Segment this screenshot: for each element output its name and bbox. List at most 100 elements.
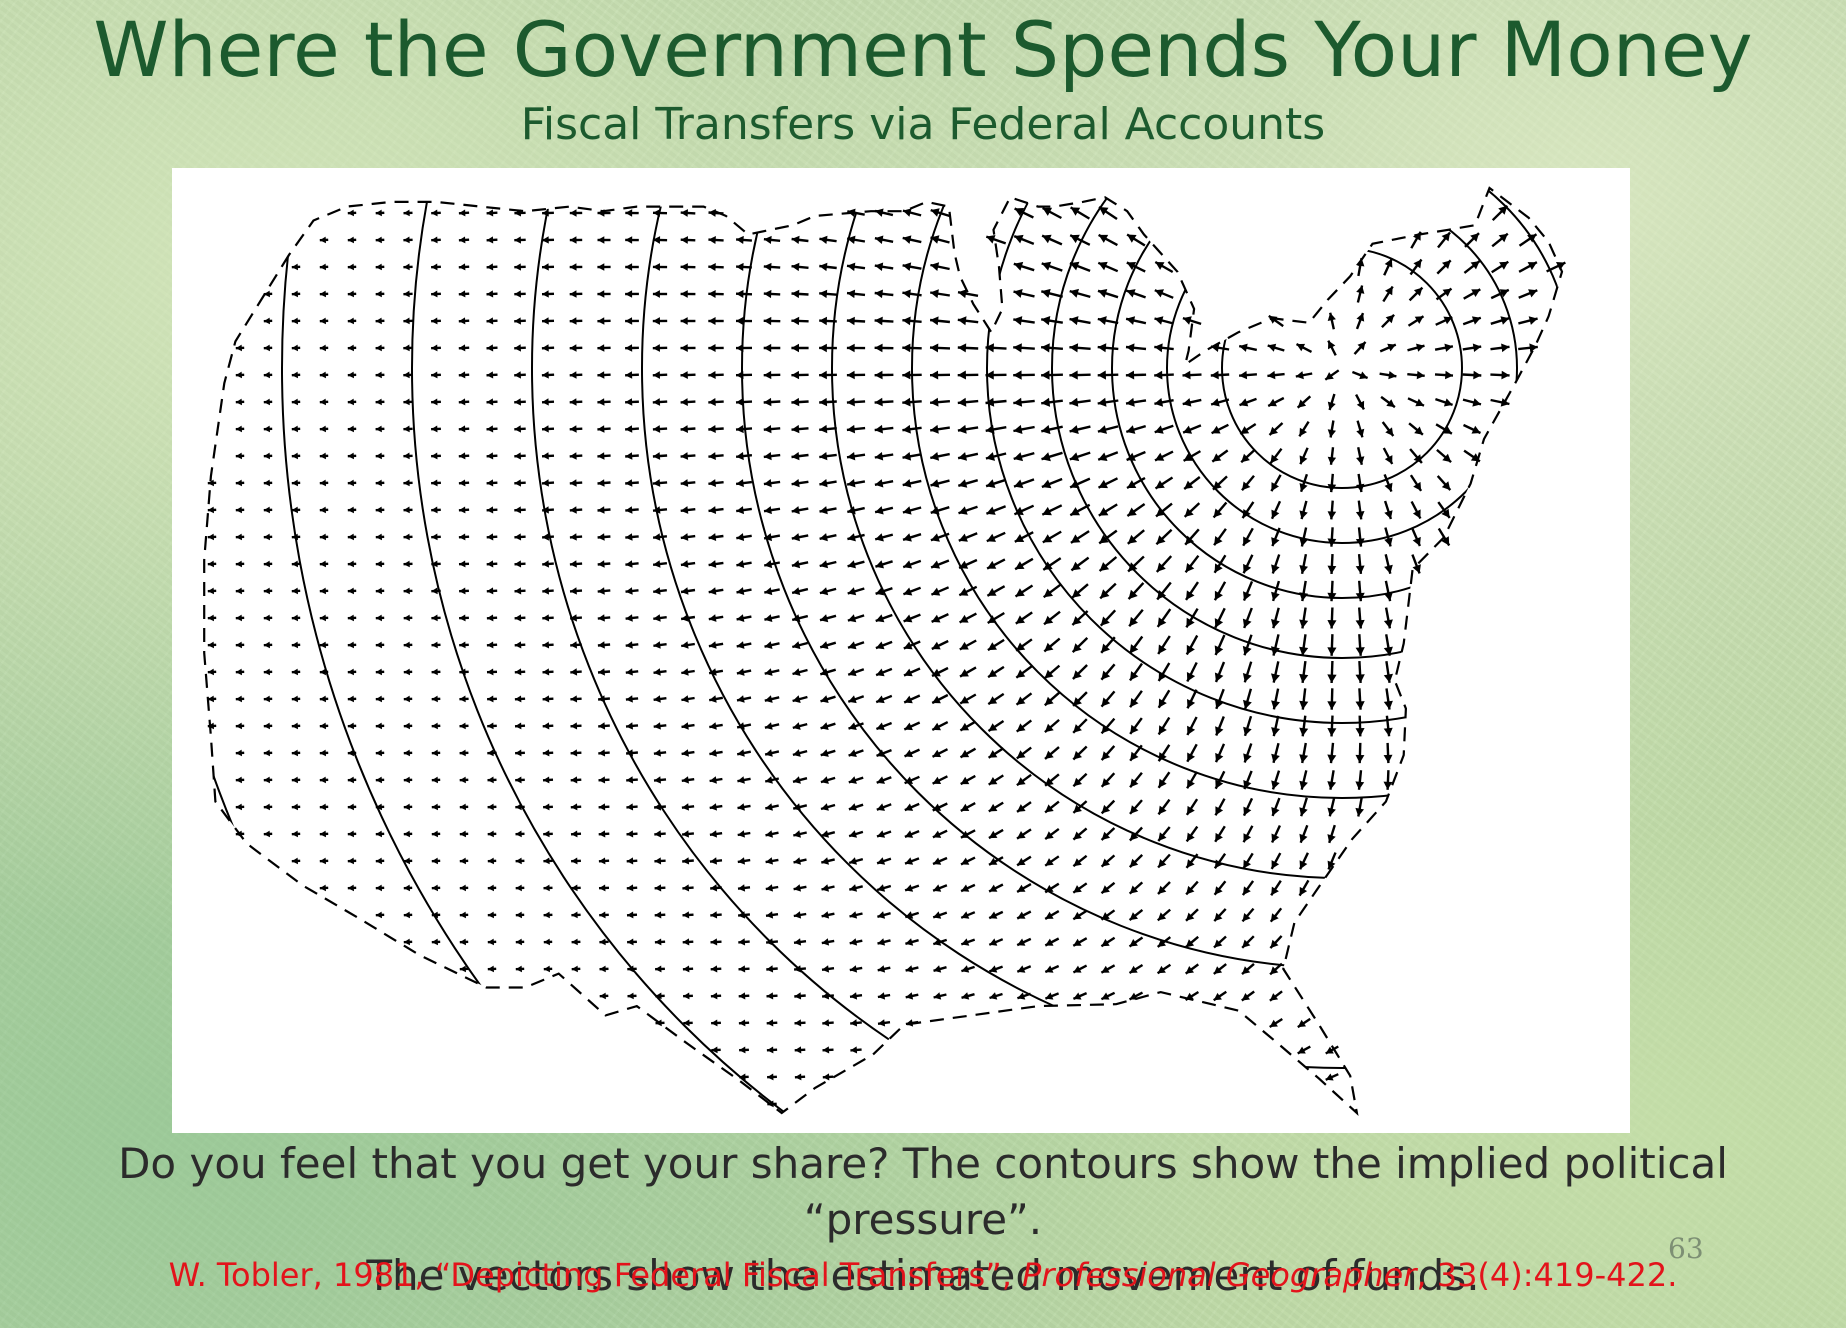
flow-vector-arrow xyxy=(431,938,441,946)
flow-vector-arrow xyxy=(1267,343,1285,352)
flow-vector-arrow xyxy=(291,722,301,730)
flow-vector-arrow xyxy=(459,641,469,649)
flow-vector-arrow xyxy=(570,641,582,649)
flow-vector-arrow xyxy=(375,803,385,811)
flow-vector-arrow xyxy=(985,343,1007,353)
flow-vector-arrow xyxy=(1017,992,1031,1000)
flow-vector-arrow xyxy=(514,425,526,433)
flow-vector-arrow xyxy=(375,722,385,730)
flow-vector-arrow xyxy=(820,803,836,811)
flow-vector-arrow xyxy=(764,614,780,622)
flow-vector-arrow xyxy=(375,695,385,703)
flow-vector-arrow xyxy=(1299,742,1309,764)
flow-vector-arrow xyxy=(930,289,950,299)
flow-vector-arrow xyxy=(458,209,470,217)
flow-vector-arrow xyxy=(682,938,694,946)
flow-vector-arrow xyxy=(1410,527,1422,547)
flow-vector-arrow xyxy=(1072,992,1088,1000)
flow-vector-arrow xyxy=(459,614,469,622)
flow-vector-arrow xyxy=(263,614,273,622)
flow-vector-arrow xyxy=(486,398,498,406)
flow-vector-arrow xyxy=(319,830,329,838)
flow-vector-arrow xyxy=(1214,607,1226,629)
flow-vector-arrow xyxy=(1043,610,1061,626)
flow-vector-arrow xyxy=(1015,692,1033,706)
flow-vector-arrow xyxy=(598,803,610,811)
flow-vector-arrow xyxy=(626,830,638,838)
flow-vector-arrow xyxy=(597,317,611,325)
flow-vector-arrow xyxy=(487,884,497,892)
flow-vector-arrow xyxy=(1327,688,1337,710)
flow-vector-arrow xyxy=(569,290,583,298)
flow-vector-arrow xyxy=(291,317,301,325)
flow-vector-arrow xyxy=(541,479,555,487)
flow-vector-arrow xyxy=(375,830,385,838)
flow-vectors xyxy=(207,204,1566,1108)
flow-vector-arrow xyxy=(542,560,554,568)
pressure-contour-line xyxy=(1166,192,1518,544)
flow-vector-arrow xyxy=(1518,343,1538,353)
flow-vector-arrow xyxy=(847,668,865,677)
flow-vector-arrow xyxy=(375,425,385,433)
flow-vector-arrow xyxy=(1186,689,1198,709)
flow-vector-arrow xyxy=(1127,529,1145,545)
flow-vector-arrow xyxy=(1069,477,1091,489)
flow-vector-arrow xyxy=(1327,607,1337,629)
flow-vector-arrow xyxy=(819,560,837,569)
flow-vector-arrow xyxy=(1355,394,1365,410)
flow-vector-arrow xyxy=(458,560,470,568)
map-panel xyxy=(172,168,1630,1133)
flow-vector-arrow xyxy=(458,425,470,433)
flow-vector-arrow xyxy=(1041,425,1063,435)
flow-vector-arrow xyxy=(570,776,582,784)
flow-vector-arrow xyxy=(735,289,753,298)
flow-vector-arrow xyxy=(1128,963,1144,975)
flow-vector-arrow xyxy=(876,830,892,838)
flow-vector-arrow xyxy=(766,1046,778,1054)
flow-vector-arrow xyxy=(1325,1045,1339,1055)
flow-vector-arrow xyxy=(819,452,837,461)
flow-vector-arrow xyxy=(319,884,329,892)
flow-vector-arrow xyxy=(1186,661,1198,683)
flow-vector-arrow xyxy=(1129,690,1143,708)
flow-vector-arrow xyxy=(1271,770,1281,790)
flow-vector-arrow xyxy=(791,479,809,488)
flow-vector-arrow xyxy=(682,857,694,865)
flow-vector-arrow xyxy=(1042,583,1062,599)
flow-vector-arrow xyxy=(1409,448,1423,464)
flow-vector-arrow xyxy=(653,749,667,757)
flow-vector-arrow xyxy=(1268,422,1284,436)
flow-vector-arrow xyxy=(767,1073,777,1081)
flow-vector-arrow xyxy=(1210,370,1230,380)
flow-vector-arrow xyxy=(375,209,385,217)
us-fiscal-flow-map xyxy=(203,186,1566,1116)
flow-vector-arrow xyxy=(987,720,1005,732)
flow-vector-arrow xyxy=(1380,395,1396,409)
flow-vector-arrow xyxy=(902,208,922,217)
flow-vector-arrow xyxy=(542,587,554,595)
flow-vector-arrow xyxy=(319,371,329,379)
flow-vector-arrow xyxy=(1242,580,1254,602)
flow-vector-arrow xyxy=(319,857,329,865)
flow-vector-arrow xyxy=(1241,880,1255,896)
flow-vector-arrow xyxy=(765,911,779,919)
flow-vector-arrow xyxy=(403,938,413,946)
flow-vector-arrow xyxy=(1184,554,1200,574)
flow-vector-arrow xyxy=(846,424,866,434)
flow-vector-arrow xyxy=(708,668,724,676)
flow-vector-arrow xyxy=(1154,260,1174,274)
flow-vector-arrow xyxy=(403,641,413,649)
flow-vector-arrow xyxy=(874,208,894,217)
flow-vector-arrow xyxy=(652,209,668,217)
flow-vector-arrow xyxy=(791,235,809,244)
flow-vector-arrow xyxy=(514,209,526,217)
flow-vector-arrow xyxy=(625,425,639,433)
flow-vector-arrow xyxy=(1098,233,1118,247)
flow-vector-arrow xyxy=(235,749,245,757)
flow-vector-arrow xyxy=(960,802,976,812)
flow-vector-arrow xyxy=(458,533,470,541)
flow-vector-arrow xyxy=(1129,826,1143,842)
flow-vector-arrow xyxy=(765,857,779,865)
flow-vector-arrow xyxy=(653,587,667,595)
flow-vector-arrow xyxy=(597,479,611,487)
